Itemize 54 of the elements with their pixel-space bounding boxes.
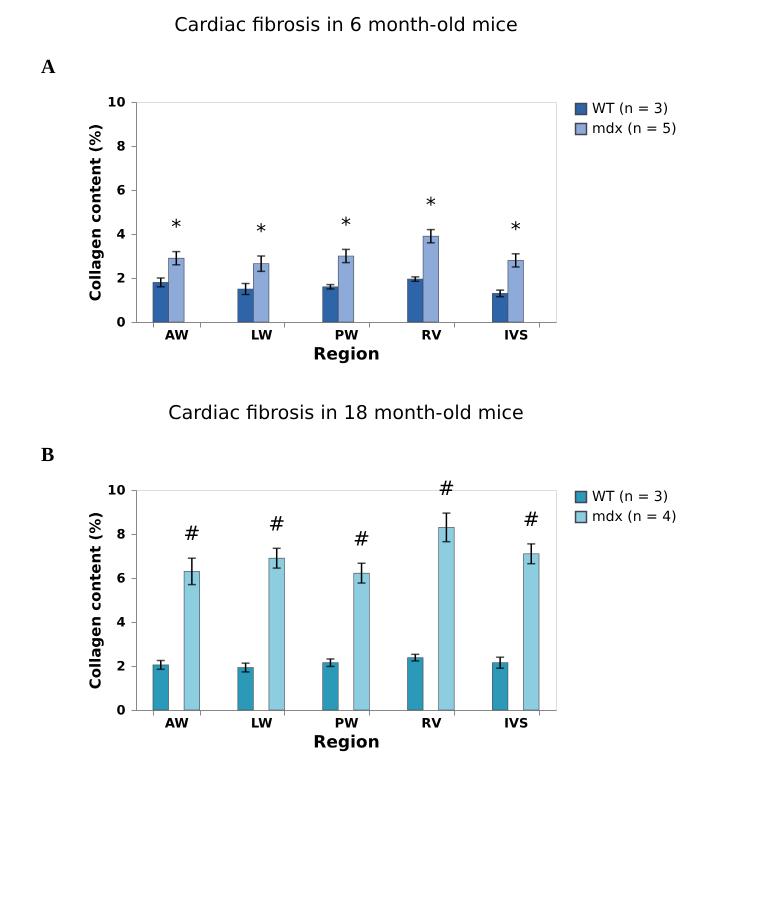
x-tick-label: PW: [334, 328, 358, 344]
legend-label: WT (n = 3): [592, 489, 668, 505]
bar: [492, 662, 508, 710]
y-tick-label: 10: [107, 96, 126, 110]
x-tick-label: LW: [250, 328, 272, 344]
x-axis-title: Region: [313, 732, 380, 752]
bar: [353, 572, 370, 710]
legend-label: mdx (n = 4): [592, 509, 677, 525]
chart-title: Cardiac fibrosis in 6 month-old mice: [174, 14, 518, 36]
x-tick-label: IVS: [504, 328, 528, 344]
bar: [407, 657, 424, 710]
bar: [238, 667, 254, 710]
bar: [438, 527, 454, 710]
annotation: *: [510, 216, 521, 241]
annotation: #: [183, 521, 200, 546]
text: B: [41, 444, 54, 466]
y-tick-label: 8: [116, 140, 126, 154]
y-tick-label: 6: [116, 572, 126, 586]
x-tick-label: AW: [164, 716, 189, 732]
bar: [152, 664, 169, 710]
text: A: [41, 56, 56, 78]
annotation: *: [341, 212, 351, 236]
annotation: #: [438, 476, 455, 500]
bar: [268, 558, 285, 710]
bar: [322, 662, 339, 710]
bar: [184, 571, 200, 710]
legend-label: mdx (n = 5): [592, 121, 677, 137]
x-tick-label: RV: [421, 328, 442, 344]
bar: [523, 554, 540, 710]
x-tick-label: LW: [250, 716, 272, 732]
annotation: *: [171, 214, 182, 239]
y-axis-title: Collagen content (%): [86, 512, 104, 690]
y-tick-label: 10: [107, 484, 126, 498]
x-tick-label: RV: [421, 716, 442, 732]
y-tick-label: 6: [116, 184, 126, 198]
x-axis-title: Region: [313, 344, 380, 364]
annotation: #: [522, 506, 540, 531]
y-tick-label: 4: [116, 616, 126, 630]
x-tick-label: IVS: [504, 716, 528, 732]
y-axis-title: Collagen content (%): [86, 124, 104, 302]
chart-title: Cardiac fibrosis in 18 month-old mice: [168, 402, 524, 424]
y-tick-label: 0: [116, 316, 126, 330]
x-tick-label: PW: [334, 716, 358, 732]
annotation: #: [268, 511, 286, 536]
y-tick-label: 4: [116, 228, 126, 242]
x-tick-label: AW: [164, 328, 189, 344]
legend-label: WT (n = 3): [592, 101, 668, 117]
y-tick-label: 0: [116, 704, 126, 718]
y-tick-label: 2: [116, 660, 126, 674]
y-tick-label: 2: [116, 272, 126, 286]
y-tick-label: 8: [116, 528, 126, 542]
annotation: #: [353, 526, 370, 550]
annotation: *: [256, 219, 266, 243]
annotation: *: [426, 192, 436, 217]
